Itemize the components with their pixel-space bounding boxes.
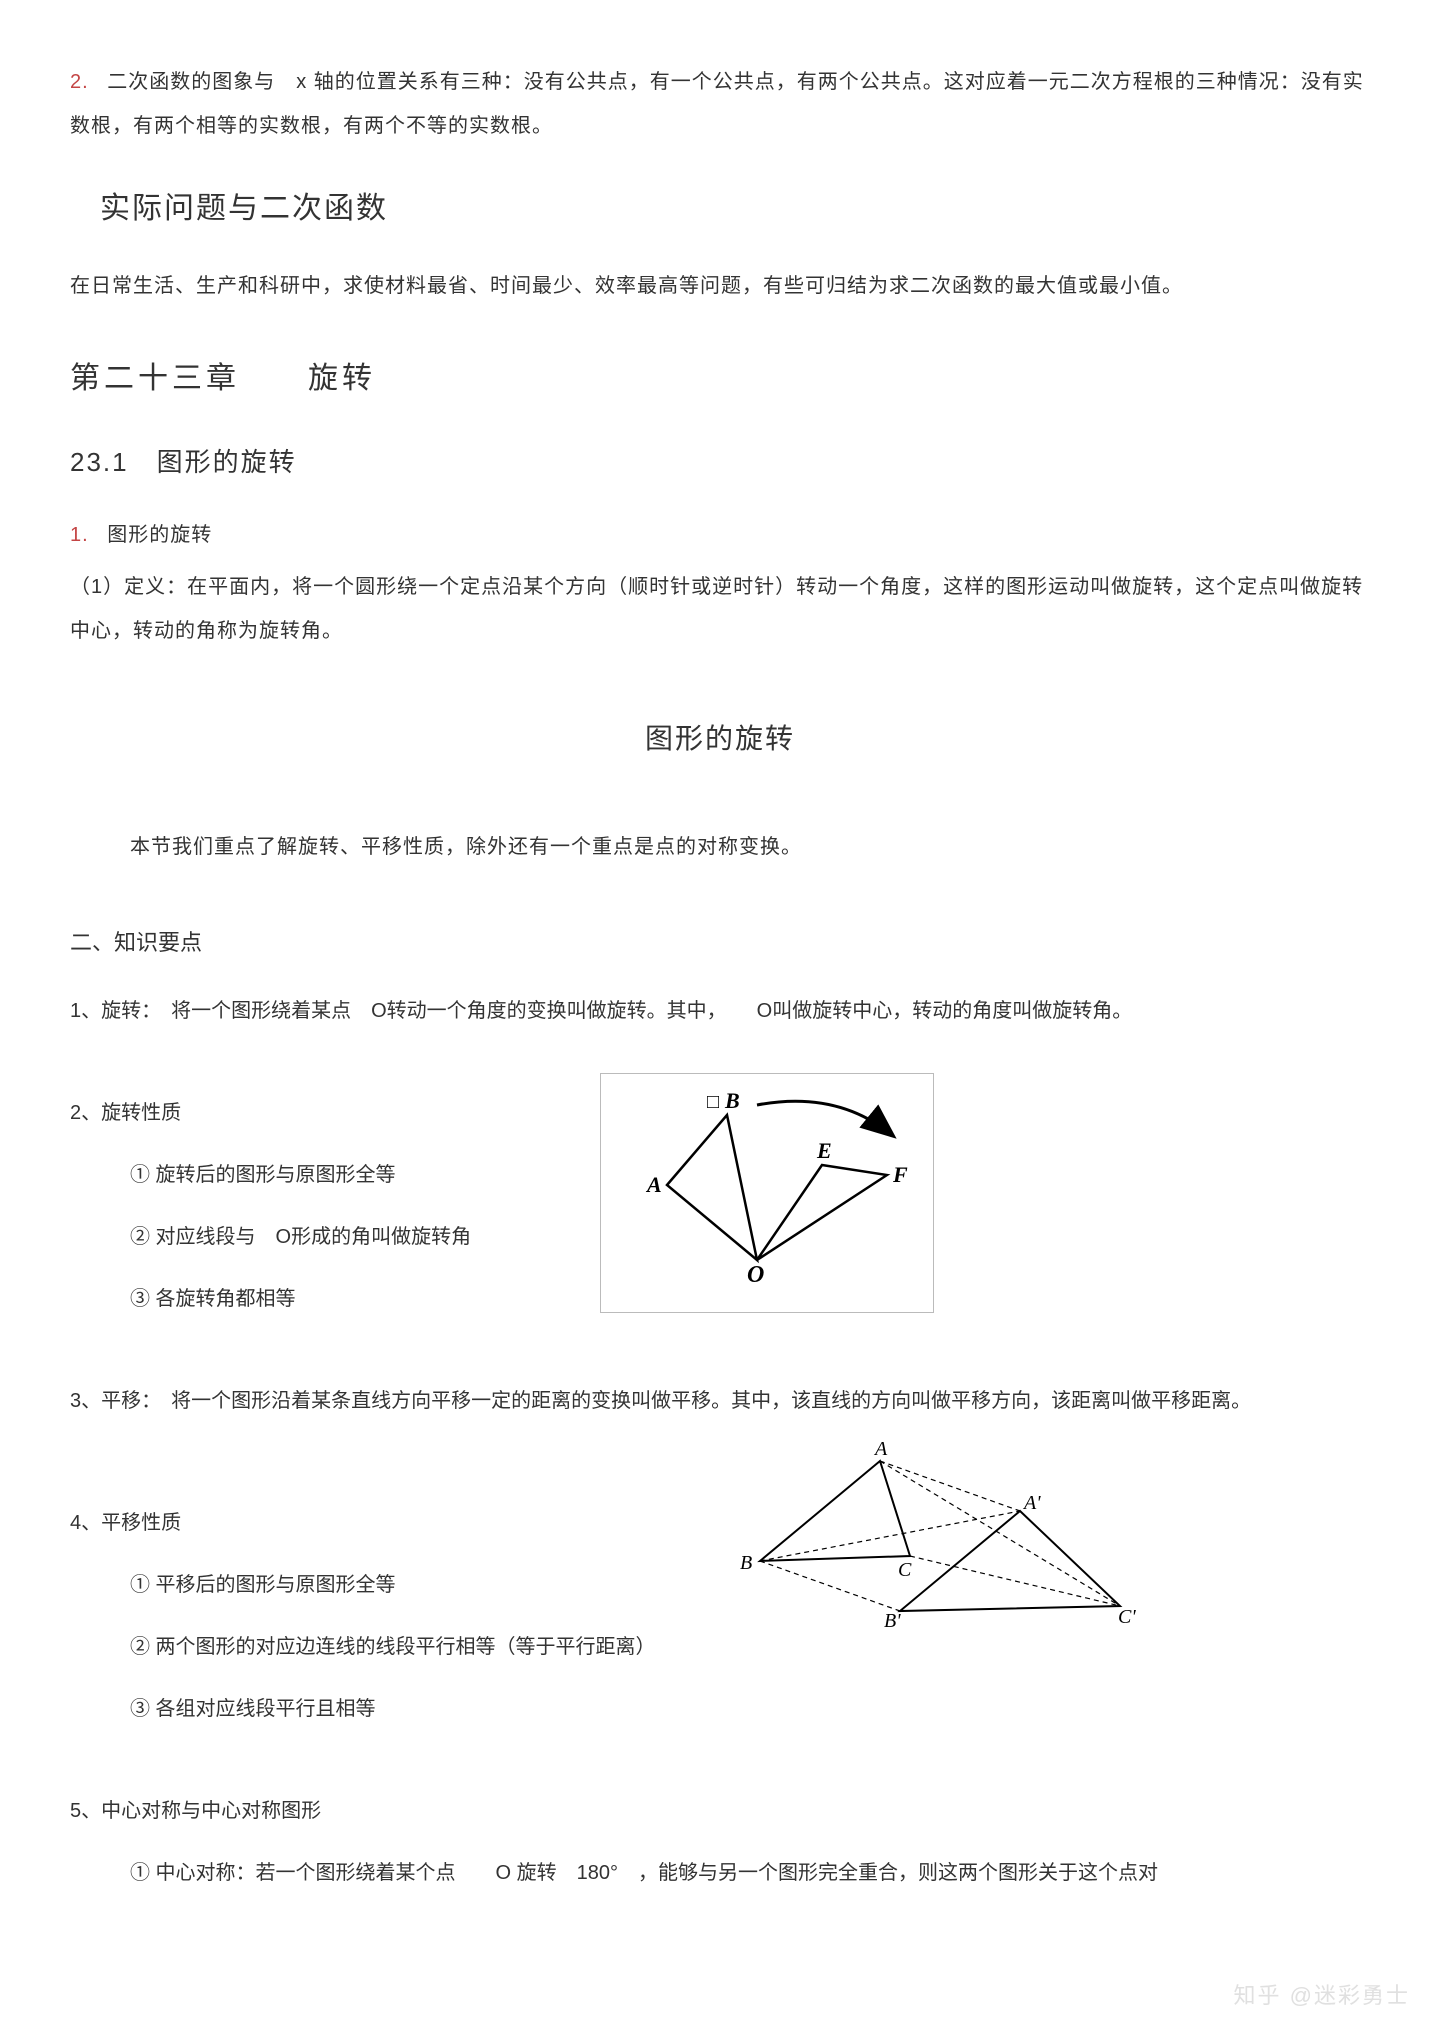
item-number: 2. — [70, 71, 89, 93]
kp-4-item-1: ① 平移后的图形与原图形全等 — [130, 1563, 690, 1607]
fig2-label-b: B — [740, 1552, 752, 1574]
fig1-label-a: A — [645, 1172, 662, 1197]
paragraph-intro: 本节我们重点了解旋转、平移性质，除外还有一个重点是点的对称变换。 — [70, 825, 1370, 869]
paragraph-item-1: 1. 图形的旋转 — [70, 513, 1370, 557]
fig1-label-sq: □ — [707, 1091, 719, 1113]
item-text: 图形的旋转 — [107, 524, 212, 546]
fig2-label-bp: B' — [884, 1610, 901, 1631]
kp-1-rotation: 1、旋转： 将一个图形绕着某点 O转动一个角度的变换叫做旋转。其中， O叫做旋转… — [70, 989, 1370, 1033]
paragraph-definition: （1）定义：在平面内，将一个圆形绕一个定点沿某个方向（顺时针或逆时针）转动一个角… — [70, 565, 1370, 653]
figure-translation: A B C A' B' C' — [720, 1441, 1140, 1631]
fig2-label-a: A — [873, 1441, 888, 1460]
fig1-label-e: E — [816, 1138, 832, 1163]
fig2-label-c: C — [898, 1559, 912, 1581]
item-number: 1. — [70, 524, 89, 546]
kp-2-item-1: ① 旋转后的图形与原图形全等 — [130, 1153, 570, 1197]
kp-2-item-3: ③ 各旋转角都相等 — [130, 1277, 570, 1321]
kp-5-item-1: ① 中心对称：若一个图形绕着某个点 O 旋转 180° ，能够与另一个图形完全重… — [130, 1851, 1370, 1895]
kp-4-row: 4、平移性质 ① 平移后的图形与原图形全等 ② 两个图形的对应边连线的线段平行相… — [70, 1441, 1370, 1749]
paragraph-real-problems: 在日常生活、生产和科研中，求使材料最省、时间最少、效率最高等问题，有些可归结为求… — [70, 264, 1370, 308]
kp-2-row: 2、旋转性质 ① 旋转后的图形与原图形全等 ② 对应线段与 O形成的角叫做旋转角… — [70, 1073, 1370, 1339]
paragraph-item-2: 2. 二次函数的图象与 x 轴的位置关系有三种：没有公共点，有一个公共点，有两个… — [70, 60, 1370, 148]
fig2-label-ap: A' — [1022, 1492, 1041, 1514]
figure-rotation: □ B A E F O — [600, 1073, 934, 1313]
fig1-label-f: F — [892, 1162, 908, 1187]
center-title-rotation: 图形的旋转 — [70, 708, 1370, 770]
watermark-text: 知乎 @迷彩勇士 — [1234, 1972, 1410, 2020]
fig1-label-b: B — [724, 1088, 740, 1113]
fig2-label-cp: C' — [1118, 1606, 1136, 1628]
heading-knowledge-points: 二、知识要点 — [70, 919, 1370, 967]
heading-chapter-23: 第二十三章 旋转 — [70, 346, 1370, 412]
kp-2-item-2: ② 对应线段与 O形成的角叫做旋转角 — [130, 1215, 570, 1259]
kp-4-item-3: ③ 各组对应线段平行且相等 — [130, 1687, 690, 1731]
fig1-label-o: O — [747, 1262, 764, 1288]
kp-2-title: 2、旋转性质 — [70, 1091, 570, 1135]
kp-5-title: 5、中心对称与中心对称图形 — [70, 1789, 1370, 1833]
heading-23-1: 23.1 图形的旋转 — [70, 434, 1370, 491]
kp-4-item-2: ② 两个图形的对应边连线的线段平行相等（等于平行距离） — [130, 1625, 690, 1669]
kp-4-title: 4、平移性质 — [70, 1501, 690, 1545]
kp-3-translation: 3、平移： 将一个图形沿着某条直线方向平移一定的距离的变换叫做平移。其中，该直线… — [70, 1379, 1370, 1423]
heading-real-problems: 实际问题与二次函数 — [70, 176, 1370, 242]
item-text: 二次函数的图象与 x 轴的位置关系有三种：没有公共点，有一个公共点，有两个公共点… — [70, 71, 1364, 137]
